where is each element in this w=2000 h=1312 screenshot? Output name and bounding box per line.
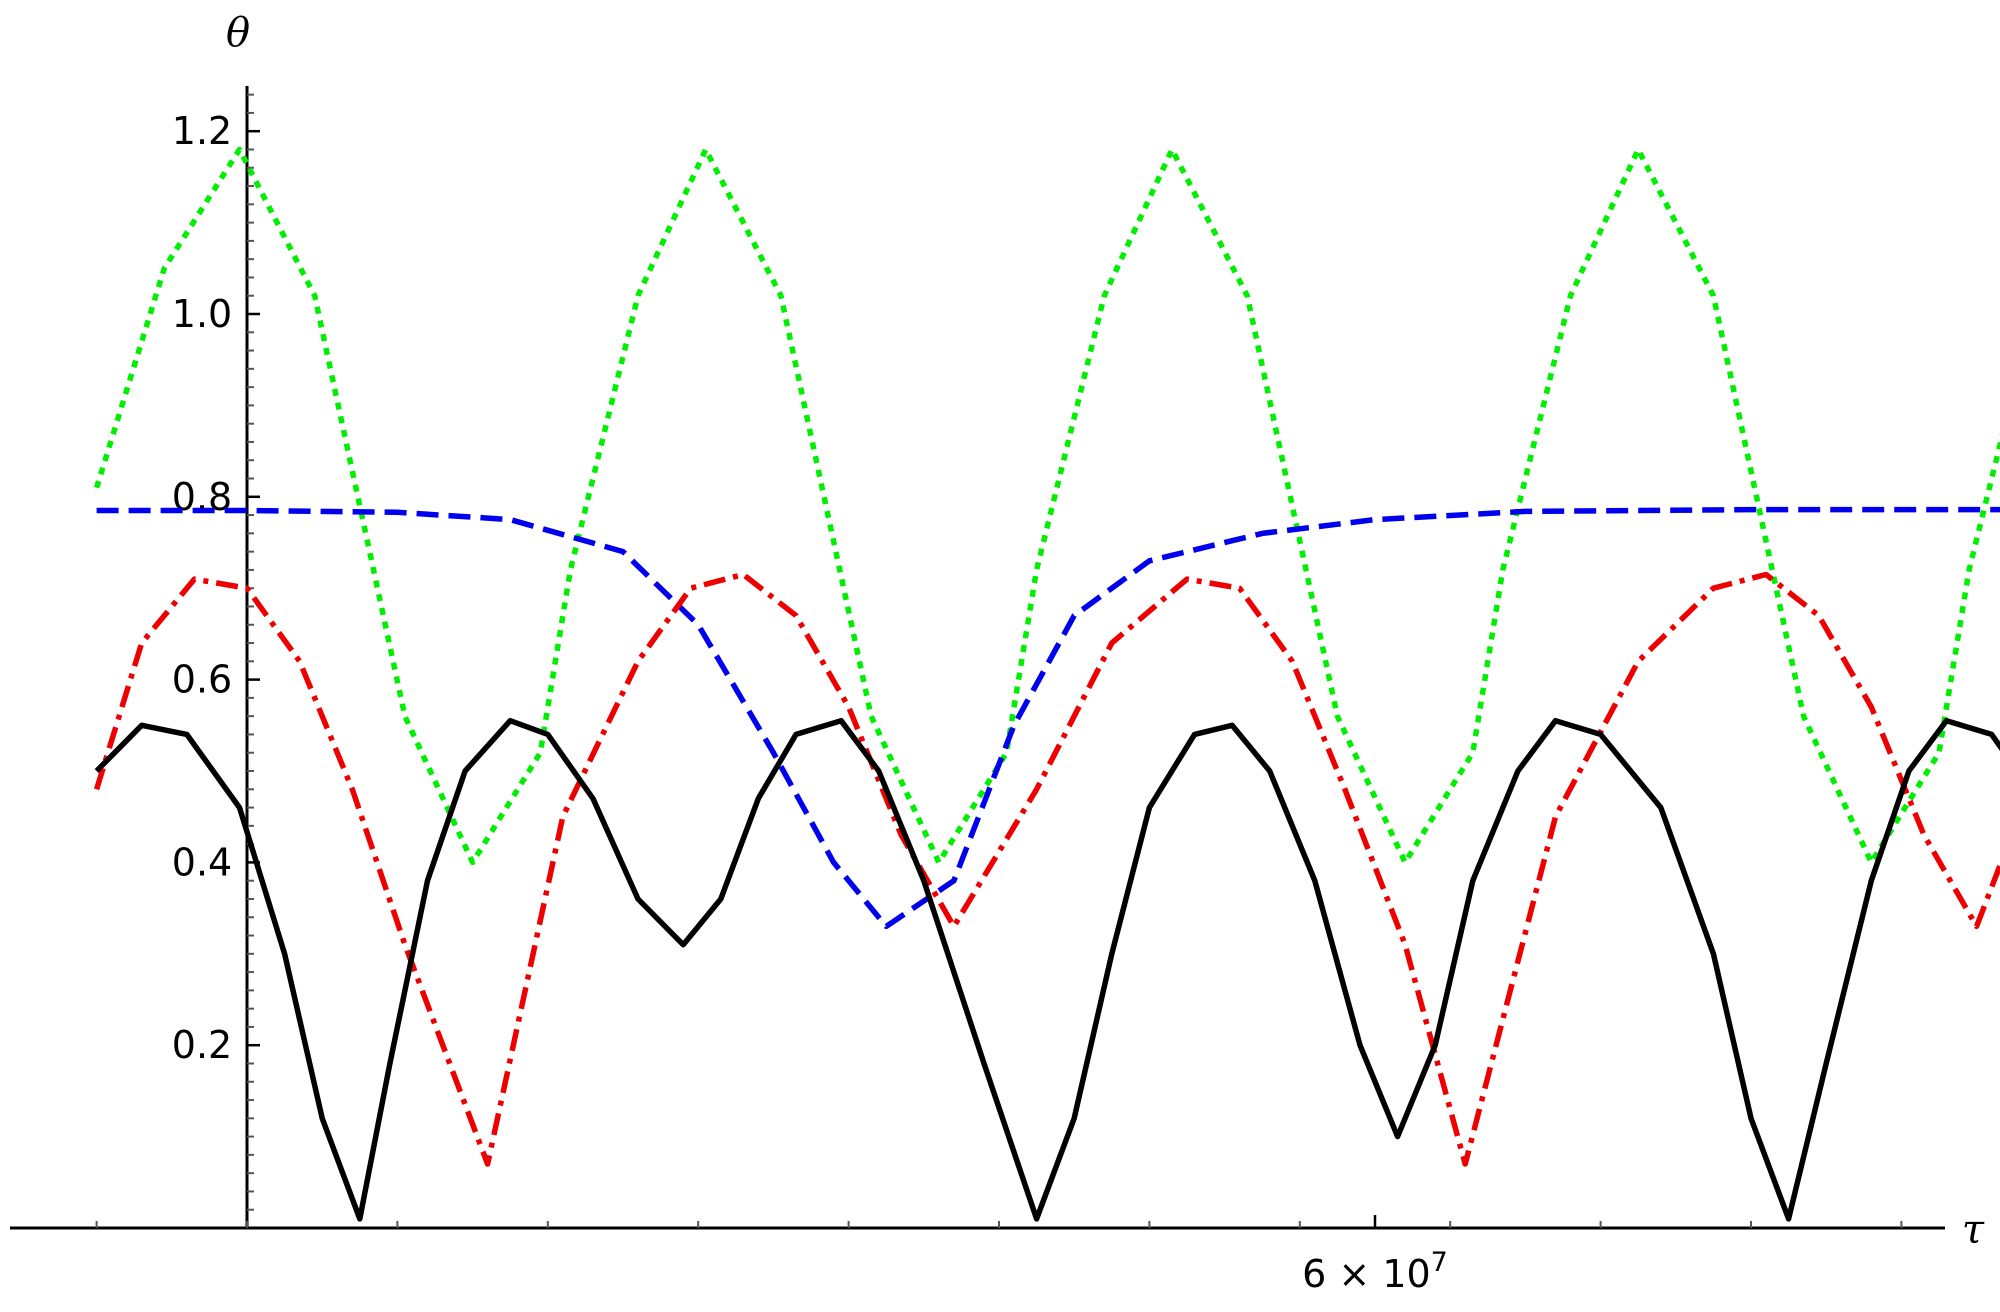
series-line-dashdot <box>93 571 2000 1167</box>
y-tick-label: 1.0 <box>172 292 232 336</box>
x-tick-exponent: 7 <box>1431 1247 1448 1278</box>
y-tick-label: 0.6 <box>172 658 232 702</box>
y-axis-title: θ <box>226 10 250 56</box>
x-tick-label: 6 × 107 <box>1302 1247 1448 1296</box>
chart-axes: 6 × 1077 × 1078 × 1079 × 107 0.20.40.60.… <box>10 86 1945 1296</box>
y-minor-ticks <box>247 93 254 1211</box>
x-tick-times: × <box>1338 1252 1382 1296</box>
x-major-ticks: 6 × 1077 × 1078 × 1079 × 107 <box>1302 1215 1448 1296</box>
series-line-dotted <box>93 146 2000 866</box>
y-tick-label: 1.2 <box>172 109 232 153</box>
y-major-ticks: 0.20.40.60.81.01.2 <box>172 109 260 1067</box>
x-tick-mantissa: 6 <box>1302 1252 1338 1296</box>
series-line-solid <box>94 717 2000 1222</box>
y-tick-label: 0.4 <box>172 840 232 884</box>
series-layer <box>93 146 2000 1222</box>
x-minor-ticks <box>95 1221 1903 1228</box>
y-tick-label: 0.2 <box>172 1023 232 1067</box>
x-tick-base: 10 <box>1382 1252 1430 1296</box>
x-axis-title: τ <box>1962 1207 1985 1253</box>
